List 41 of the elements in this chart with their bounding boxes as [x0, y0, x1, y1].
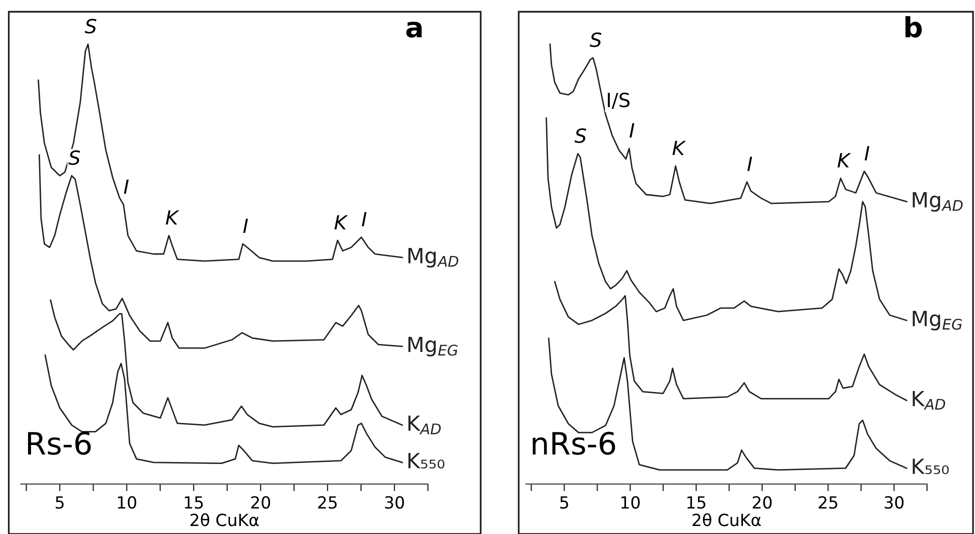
x-tick-label: 25 [818, 496, 838, 509]
chart-title: a [406, 22, 422, 38]
x-tick-label: 20 [251, 496, 270, 509]
x-tick-label: 5 [56, 496, 64, 509]
annotation: I [630, 123, 634, 138]
x-tick-label: 30 [884, 496, 904, 509]
annotation: S [590, 32, 602, 48]
annotation: S [84, 18, 96, 34]
series-label: Mg$_{EG}$ [912, 310, 962, 330]
annotation: I [124, 180, 129, 194]
annotation: K [166, 210, 180, 225]
x-tick-label: 15 [184, 496, 203, 509]
x-tick-label: 15 [687, 496, 706, 509]
annotation: I/S [608, 92, 630, 109]
annotation: I [747, 156, 752, 171]
annotation: K [838, 153, 852, 168]
series-label: K₅₅₀ [408, 453, 444, 468]
series-label: Mg$_{AD}$ [912, 192, 963, 212]
annotation: I [864, 146, 870, 160]
x-tick-label: 10 [621, 496, 640, 509]
x-tick-label: 5 [560, 496, 568, 509]
annotation: I [362, 212, 367, 226]
x-tick-label: 10 [118, 496, 136, 509]
x-tick-label: 20 [752, 496, 772, 509]
series-label: K₅₅₀ [912, 458, 949, 474]
annotation: I [243, 218, 248, 233]
x-axis-title: 2θ CuKα [190, 513, 259, 526]
annotation: nRs-6 [532, 432, 616, 455]
annotation: S [574, 128, 586, 144]
annotation: Rs-6 [28, 432, 91, 455]
x-tick-label: 30 [385, 496, 404, 509]
series-label: K$_{AD}$ [408, 416, 441, 434]
annotation: K [672, 140, 686, 156]
series-label: K$_{AD}$ [912, 390, 946, 410]
x-tick-label: 25 [318, 496, 337, 509]
x-axis-title: 2θ CuKα [692, 513, 761, 526]
series-label: Mg$_{AD}$ [408, 248, 458, 268]
chart-title: b [905, 16, 922, 38]
annotation: K [334, 215, 348, 230]
annotation: S [68, 150, 80, 165]
series-label: Mg$_{EG}$ [408, 336, 458, 356]
